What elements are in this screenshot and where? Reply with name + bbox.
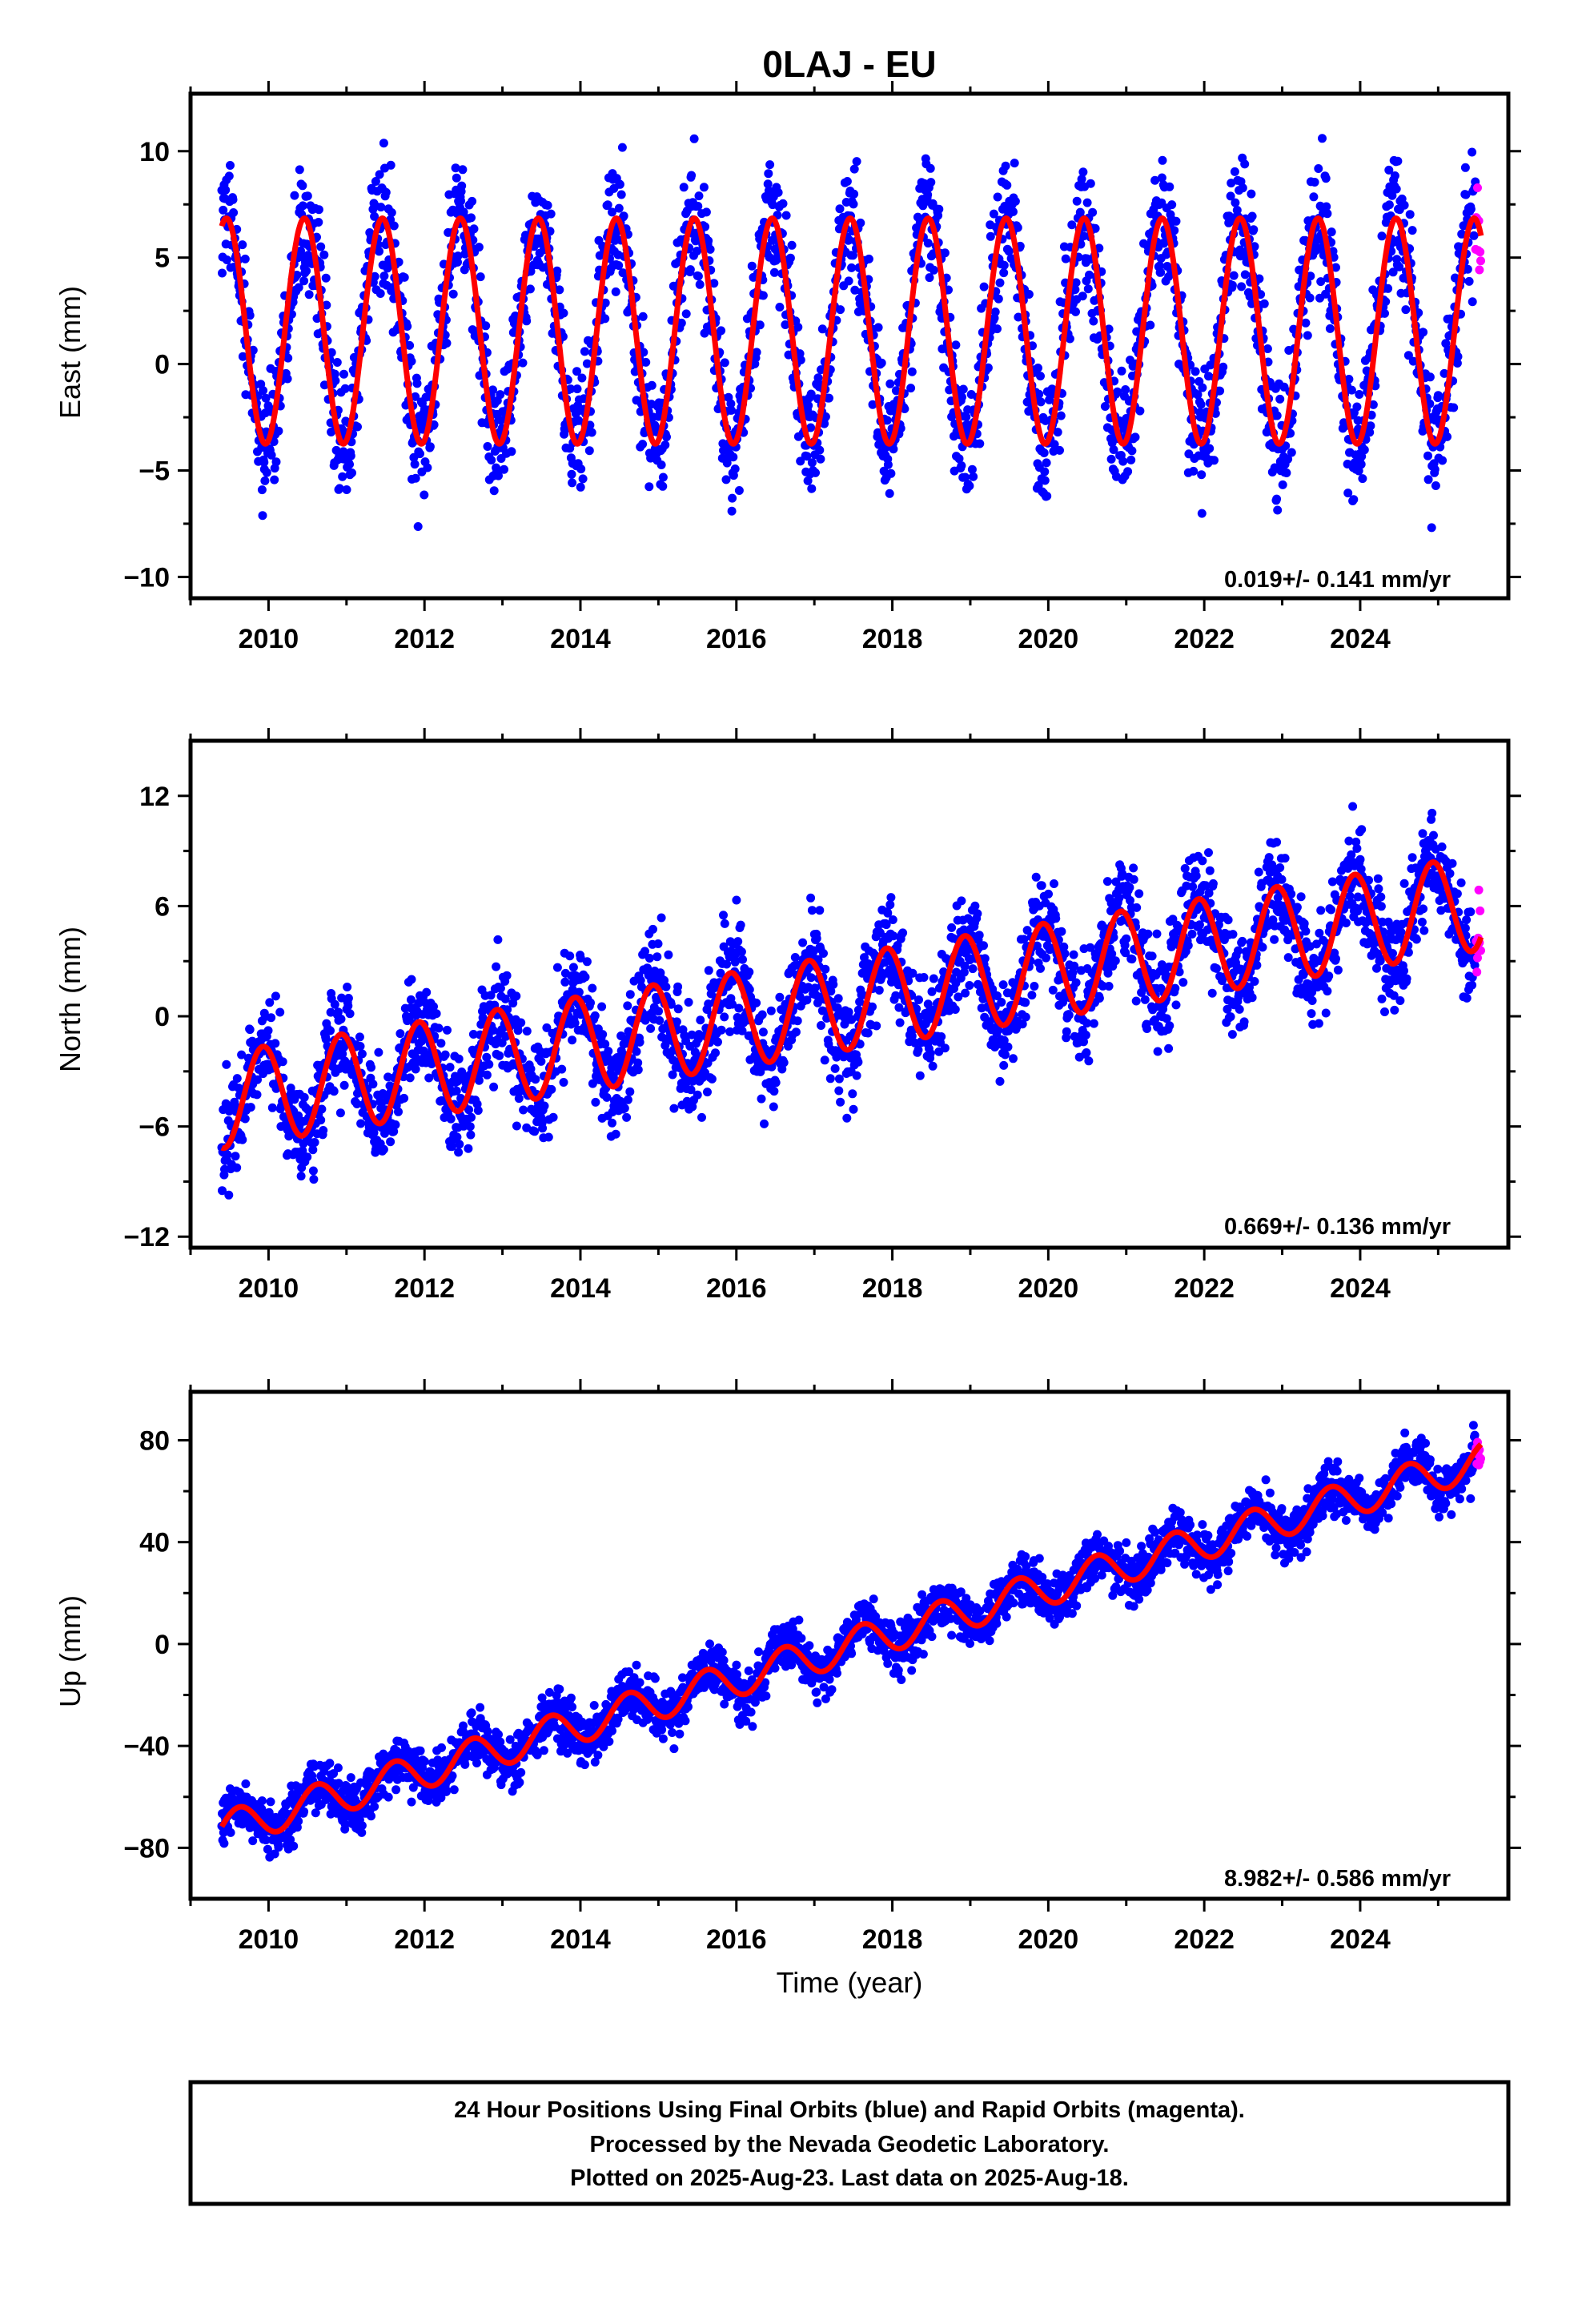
x-tick-label: 2022 xyxy=(1174,1924,1235,1955)
east-model-fit-line xyxy=(219,215,1484,447)
x-tick-label: 2024 xyxy=(1330,624,1391,654)
x-tick-label: 2022 xyxy=(1174,1273,1235,1304)
x-tick-label: 2020 xyxy=(1018,624,1079,654)
y-tick-label: 80 xyxy=(139,1425,170,1456)
north-rate-label: 0.669+/- 0.136 mm/yr xyxy=(1224,1214,1451,1240)
north-model-fit-line xyxy=(219,859,1484,1152)
up-data-layer xyxy=(217,1421,1485,1862)
y-tick-label: 6 xyxy=(155,891,170,922)
east-panel: 2010 2012 2014 2016 2018 2020 2022 2024 −10 −5 0 5 1… xyxy=(54,81,1521,654)
y-tick-label: 40 xyxy=(139,1528,170,1558)
x-tick-label: 2024 xyxy=(1330,1273,1391,1304)
x-tick-label: 2010 xyxy=(239,1273,299,1304)
y-tick-label: −80 xyxy=(123,1833,170,1864)
x-tick-label: 2016 xyxy=(706,1924,767,1955)
footer-frame xyxy=(188,2080,1511,2206)
x-tick-label: 2018 xyxy=(862,624,923,654)
x-tick-label: 2012 xyxy=(394,1273,455,1304)
up-panel: Time (year) 2010 2012 2014 2016 2018 2020 2022… xyxy=(54,1379,1521,1999)
x-tick-label: 2018 xyxy=(862,1924,923,1955)
east-plot-frame xyxy=(188,91,1511,601)
y-tick-label: −12 xyxy=(123,1222,170,1252)
x-tick-label: 2012 xyxy=(394,1924,455,1955)
x-tick-label: 2016 xyxy=(706,1273,767,1304)
x-tick-label: 2014 xyxy=(550,624,611,654)
north-y-axis-label: North (mm) xyxy=(54,927,86,1072)
y-tick-label: −5 xyxy=(139,456,170,487)
chart-title: 0LAJ - EU xyxy=(762,43,936,85)
x-tick-label: 2020 xyxy=(1018,1924,1079,1955)
north-panel: 2010 2012 2014 2016 2018 2020 2022 2024 −12 −6 0 6 1… xyxy=(54,728,1521,1304)
footer-line-1: 24 Hour Positions Using Final Orbits (bl… xyxy=(454,2097,1245,2123)
up-rapid-orbit-points xyxy=(1471,1437,1485,1470)
y-tick-label: −6 xyxy=(139,1112,170,1143)
up-rate-label: 8.982+/- 0.586 mm/yr xyxy=(1224,1866,1451,1892)
x-tick-label: 2014 xyxy=(550,1273,611,1304)
footer-line-2: Processed by the Nevada Geodetic Laborat… xyxy=(590,2132,1110,2157)
y-tick-label: 0 xyxy=(155,1002,170,1032)
x-tick-label: 2010 xyxy=(239,624,299,654)
x-tick-label: 2022 xyxy=(1174,624,1235,654)
east-rapid-orbit-points xyxy=(1471,183,1485,275)
y-tick-label: −10 xyxy=(123,562,170,593)
north-plot-frame xyxy=(188,738,1511,1250)
x-tick-label: 2016 xyxy=(706,624,767,654)
x-tick-label: 2014 xyxy=(550,1924,611,1955)
x-tick-label: 2010 xyxy=(239,1924,299,1955)
north-rapid-orbit-points xyxy=(1471,885,1485,977)
y-tick-label: −40 xyxy=(123,1731,170,1762)
y-tick-label: 12 xyxy=(139,782,170,812)
east-data-layer xyxy=(217,134,1485,533)
x-axis-label: Time (year) xyxy=(777,1966,923,1999)
up-plot-frame xyxy=(188,1389,1511,1901)
east-rate-label: 0.019+/- 0.141 mm/yr xyxy=(1224,567,1451,593)
up-model-fit-line xyxy=(219,1442,1484,1835)
east-y-axis-label: East (mm) xyxy=(54,286,86,419)
x-tick-label: 2024 xyxy=(1330,1924,1391,1955)
y-tick-label: 5 xyxy=(155,243,170,274)
footer-box: 24 Hour Positions Using Final Orbits (bl… xyxy=(188,2080,1511,2206)
north-final-orbit-points xyxy=(217,802,1480,1200)
y-tick-label: 10 xyxy=(139,137,170,167)
x-tick-label: 2012 xyxy=(394,624,455,654)
y-tick-label: 0 xyxy=(155,1630,170,1660)
x-tick-label: 2018 xyxy=(862,1273,923,1304)
north-data-layer xyxy=(217,802,1485,1200)
x-tick-label: 2020 xyxy=(1018,1273,1079,1304)
east-final-orbit-points xyxy=(217,134,1480,533)
up-y-axis-label: Up (mm) xyxy=(54,1595,86,1707)
y-tick-label: 0 xyxy=(155,350,170,380)
footer-line-3: Plotted on 2025-Aug-23. Last data on 202… xyxy=(570,2165,1129,2191)
